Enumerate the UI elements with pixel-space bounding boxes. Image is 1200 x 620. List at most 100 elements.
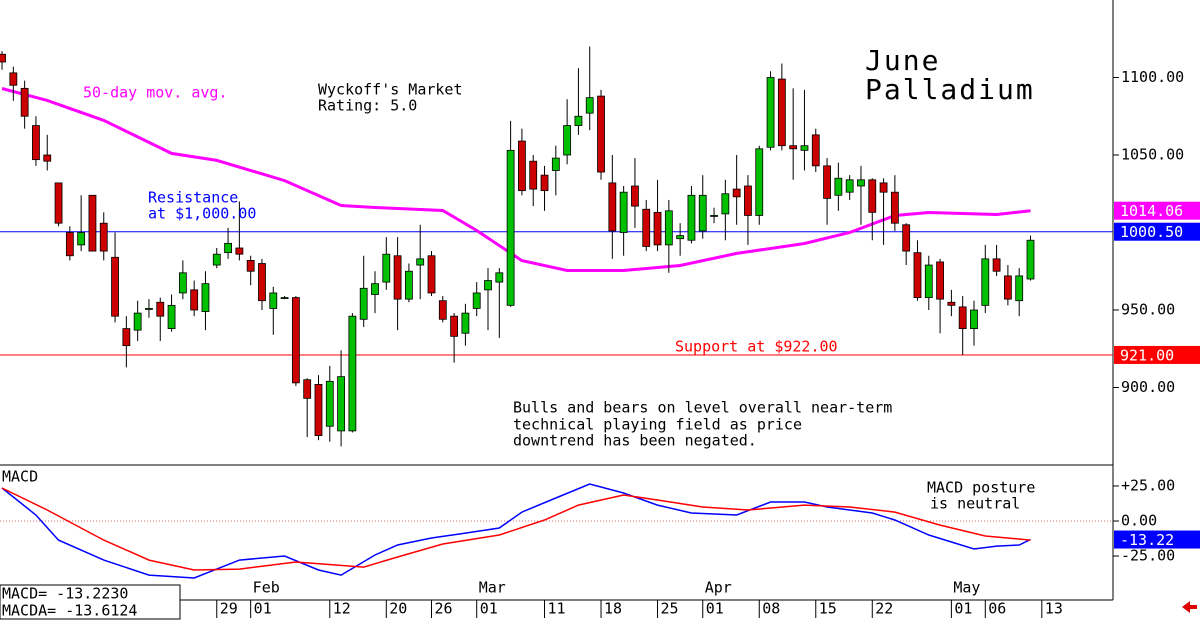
chart-title: June	[865, 44, 940, 77]
y-tick-label: 0.00	[1121, 512, 1157, 530]
x-tick-label: 08	[762, 600, 780, 618]
candle-body	[540, 174, 549, 192]
candle-body	[664, 210, 673, 246]
scroll-arrow[interactable]	[1182, 601, 1197, 613]
candle-body	[32, 125, 40, 161]
candle-body	[235, 247, 244, 255]
candle-body	[710, 215, 718, 217]
candle-body	[653, 211, 662, 246]
candle-body	[958, 306, 967, 329]
candle-body	[902, 224, 911, 252]
candle-body	[970, 309, 978, 330]
candle-body	[834, 177, 843, 196]
candle-body	[20, 87, 29, 117]
candle-body	[212, 253, 221, 266]
y-tick-label: +25.00	[1121, 477, 1175, 495]
annotation: Wyckoff's Market	[318, 81, 463, 99]
y-tick-label: 950.00	[1121, 301, 1175, 319]
candle-body	[88, 194, 97, 252]
candle-body	[224, 242, 232, 254]
candle-body	[438, 300, 447, 320]
candle-body	[280, 297, 289, 300]
price-box	[1114, 201, 1200, 220]
candle-body	[766, 77, 775, 148]
candle-body	[269, 292, 278, 309]
candle-body	[303, 379, 312, 399]
price-box-label: 921.00	[1120, 346, 1174, 364]
x-tick-label: 06	[988, 600, 1006, 618]
candle-body	[597, 95, 605, 173]
level-text: at $1,000.00	[148, 205, 256, 223]
candle-body	[992, 258, 1001, 272]
candle-body	[65, 232, 74, 257]
candle-body	[416, 258, 425, 266]
x-tick-label: 25	[661, 600, 679, 618]
candle-body	[145, 308, 153, 310]
y-tick-label: 1100.00	[1121, 68, 1184, 86]
candle-body	[484, 280, 492, 291]
candle-body	[642, 208, 651, 247]
candle-body	[981, 258, 990, 306]
candle-body	[789, 145, 798, 150]
month-label: Apr	[705, 579, 732, 597]
candle-body	[1015, 275, 1024, 302]
candle-body	[450, 315, 459, 337]
series-line	[1, 483, 1031, 579]
candle-body	[563, 125, 572, 156]
candle-body	[9, 72, 18, 86]
candle-body	[823, 165, 831, 199]
candle-body	[246, 259, 255, 272]
candle-body	[337, 376, 345, 432]
month-label: Mar	[479, 579, 506, 597]
readout-box	[0, 584, 181, 620]
candle-body	[0, 53, 6, 63]
candle-body	[518, 140, 526, 192]
panel-title: MACD	[2, 468, 38, 486]
candle-body	[574, 115, 583, 126]
candle-body	[913, 252, 922, 298]
x-tick-label: 01	[706, 600, 724, 618]
candle-body	[845, 179, 854, 193]
candle-body	[947, 301, 956, 306]
candle-body	[857, 179, 865, 187]
chart-title: Palladium	[865, 73, 1035, 106]
candle-body	[721, 193, 730, 215]
annotation: MACD posture	[927, 479, 1035, 497]
price-box	[1114, 345, 1200, 364]
candle-body	[111, 256, 119, 317]
candle-body	[427, 255, 436, 294]
candle-body	[325, 380, 334, 427]
candle-body	[495, 272, 504, 283]
candle-body	[43, 154, 52, 162]
candle-body	[811, 134, 820, 167]
month-label: May	[953, 579, 980, 597]
candle-body	[879, 182, 888, 193]
month-label: Feb	[253, 579, 280, 597]
readout: MACD= -13.2230	[2, 585, 128, 603]
series-line	[1, 487, 1031, 571]
candle-body	[461, 312, 470, 334]
candle-body	[371, 283, 379, 295]
candle-body	[258, 263, 266, 302]
price-box-label: 1000.50	[1120, 223, 1183, 241]
candle-body	[1026, 239, 1035, 280]
x-tick-label: 01	[954, 600, 972, 618]
y-tick-label: 1050.00	[1121, 146, 1184, 164]
x-tick-label: 01	[254, 600, 272, 618]
price-box	[1114, 222, 1200, 241]
candle-body	[800, 145, 809, 151]
candle-body	[393, 255, 402, 300]
candle-body	[291, 297, 300, 384]
candle-body	[777, 78, 786, 147]
candle-body	[54, 182, 63, 224]
candle-body	[506, 149, 515, 306]
y-tick-label: -25.00	[1121, 547, 1175, 565]
candle-body	[178, 272, 187, 294]
x-tick-label: 29	[220, 600, 238, 618]
note: technical playing field as price	[513, 416, 802, 434]
candle-body	[99, 222, 108, 252]
candle-body	[585, 97, 594, 114]
x-tick-label: 01	[480, 600, 498, 618]
candle-body	[201, 283, 210, 312]
